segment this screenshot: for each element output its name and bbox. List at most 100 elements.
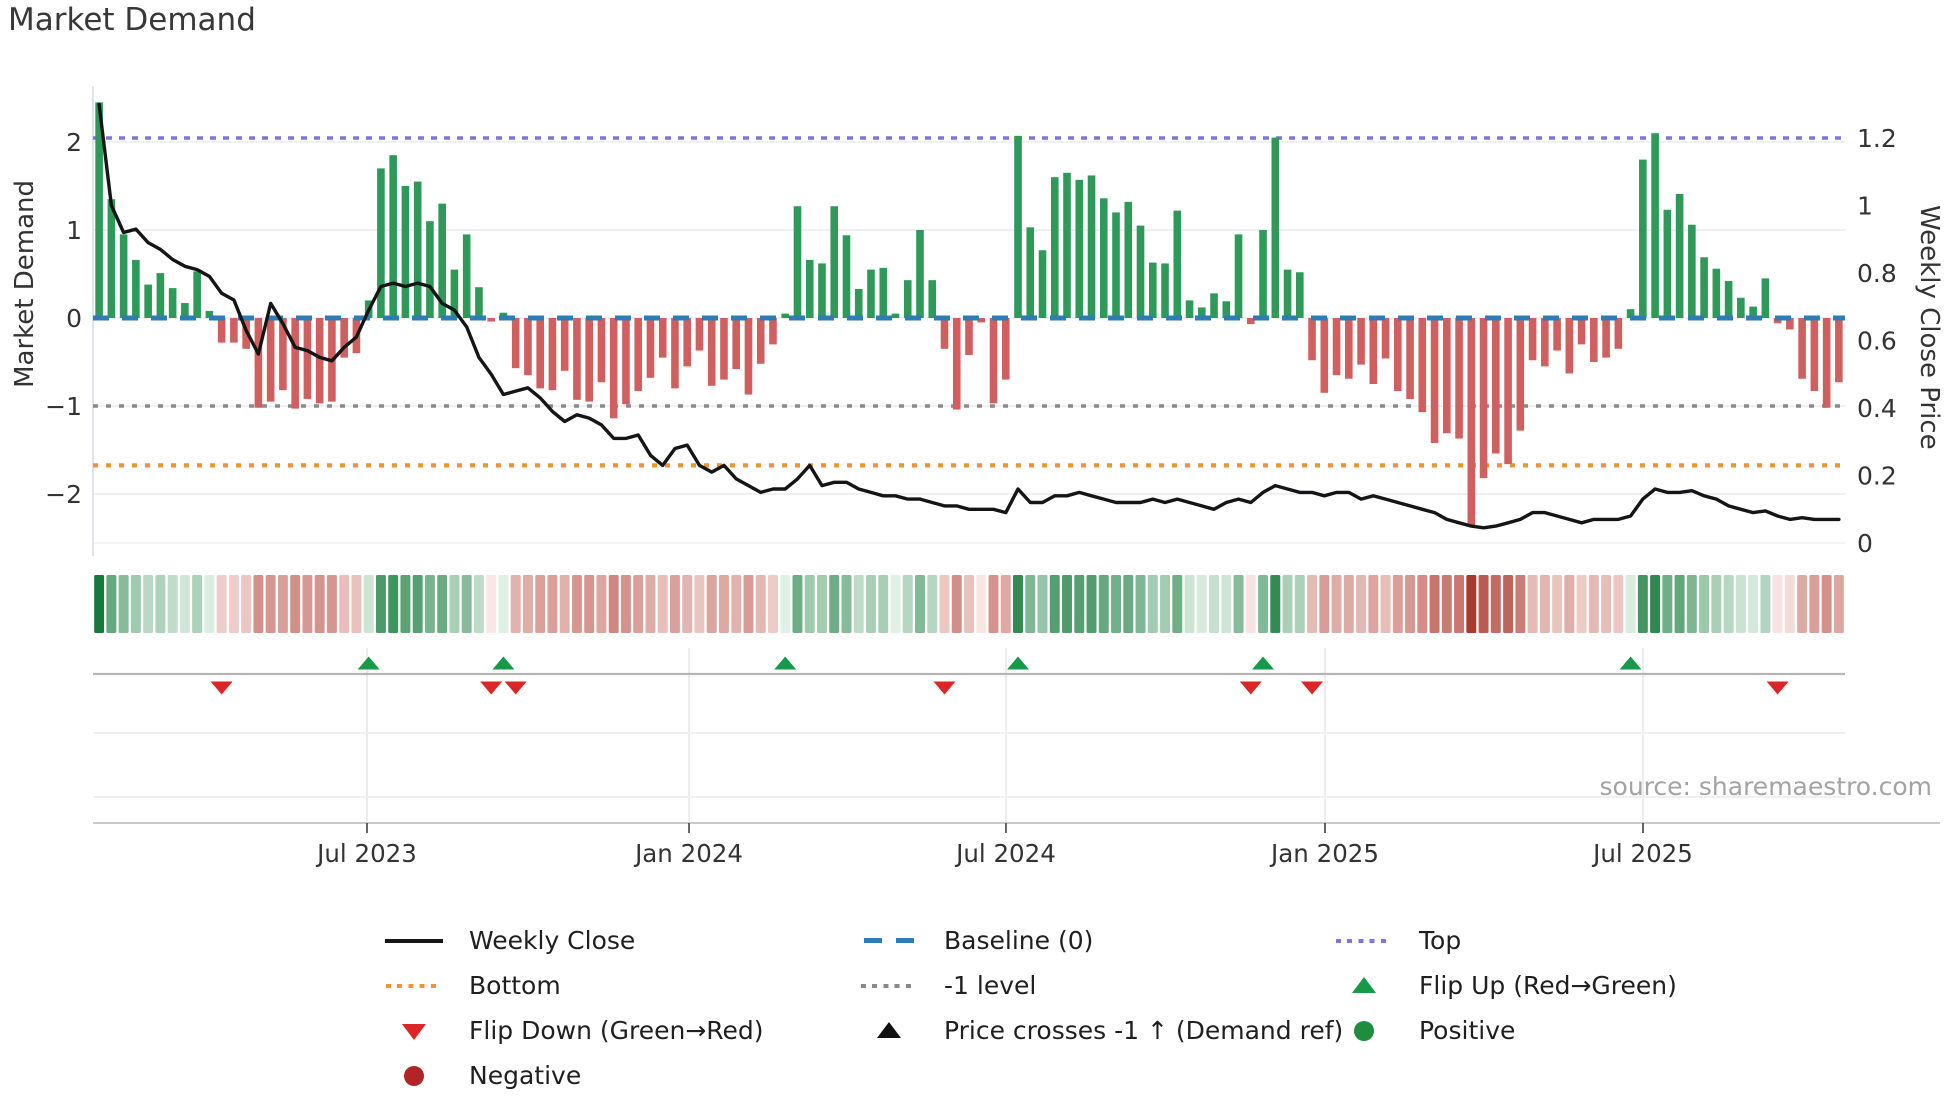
demand-bar-negative: [658, 318, 667, 358]
demand-bar-negative: [952, 318, 961, 410]
demand-bar-positive: [879, 267, 888, 318]
demand-bar-negative: [1357, 318, 1365, 365]
demand-bar-negative: [707, 318, 716, 386]
legend-label: Positive: [1419, 1016, 1516, 1045]
strip-cell: [1233, 575, 1244, 633]
strip-cell: [1466, 575, 1477, 633]
demand-bar-positive: [830, 206, 839, 318]
demand-bar-positive: [413, 181, 422, 318]
demand-bar-negative: [989, 318, 998, 404]
demand-bar-negative: [1492, 318, 1500, 454]
demand-bar-positive: [1712, 268, 1721, 318]
strip-cell: [1809, 575, 1820, 633]
strip-cell: [1686, 575, 1697, 633]
strip-cell: [1196, 575, 1207, 633]
strip-cell: [1123, 575, 1134, 633]
demand-bar-negative: [622, 318, 630, 405]
demand-bar-positive: [450, 269, 459, 318]
demand-bar-positive: [475, 287, 483, 318]
demand-bar-negative: [1455, 318, 1463, 439]
price-cross-triangle-icon: [860, 1016, 918, 1046]
strip-cell: [767, 575, 778, 633]
demand-bar-negative: [756, 318, 765, 364]
demand-bar-negative: [1798, 318, 1806, 379]
legend-item-top: Top: [1335, 918, 1810, 963]
demand-bar-negative: [1418, 318, 1427, 413]
strip-cell: [1454, 575, 1465, 633]
strip-cell: [1797, 575, 1808, 633]
demand-bar-positive: [1112, 212, 1120, 318]
demand-bar-negative: [1320, 318, 1329, 393]
minus1-dots-swatch: [860, 971, 918, 1001]
chart-title: Market Demand: [8, 2, 256, 38]
strip-cell: [1331, 575, 1342, 633]
demand-bar-positive: [1014, 135, 1022, 318]
demand-bar-positive: [205, 310, 214, 318]
demand-bar-negative: [744, 318, 753, 395]
demand-bar-negative: [695, 318, 704, 351]
demand-bar-positive: [426, 221, 434, 318]
strip-cell: [927, 575, 938, 633]
strip-cell: [1209, 575, 1220, 633]
flip-up-marker: [1619, 656, 1642, 670]
demand-bar-negative: [511, 318, 520, 369]
strip-cell: [1601, 575, 1612, 633]
strip-cell: [1441, 575, 1452, 633]
x-tick-label: Jul 2025: [1591, 839, 1693, 868]
demand-bar-negative: [536, 318, 544, 389]
strip-cell: [1699, 575, 1710, 633]
strip-cell: [473, 575, 484, 633]
legend-item-price-crosses: Price crosses -1 ↑ (Demand ref): [860, 1008, 1343, 1053]
demand-bar-positive: [1761, 278, 1770, 318]
strip-cell: [1392, 575, 1403, 633]
legend-item-flip-down: Flip Down (Green→Red): [385, 1008, 860, 1053]
flip-down-marker: [1239, 681, 1262, 695]
legend-label: Baseline (0): [944, 926, 1094, 955]
strip-cell: [731, 575, 742, 633]
strip-cell: [375, 575, 386, 633]
strip-cell: [1062, 575, 1072, 633]
left-tick-label: 1: [66, 216, 82, 245]
strip-cell: [1049, 575, 1060, 633]
demand-bar-negative: [315, 318, 324, 404]
right-tick-label: 0.8: [1857, 259, 1897, 288]
right-tick-label: 0.4: [1857, 394, 1897, 423]
demand-bar-positive: [793, 206, 802, 318]
strip-cell: [1270, 575, 1281, 633]
legend-item-weekly-close: Weekly Close: [385, 918, 860, 963]
strip-cell: [326, 575, 337, 633]
strip-cell: [498, 575, 509, 633]
strip-cell: [204, 575, 215, 633]
strip-cell: [1674, 575, 1685, 633]
strip-cell: [1013, 575, 1023, 633]
demand-bar-positive: [181, 303, 189, 318]
x-tick-label: Jul 2023: [315, 839, 417, 868]
demand-bar-positive: [1026, 227, 1035, 318]
strip-cell: [866, 575, 876, 633]
flip-down-marker: [504, 681, 527, 695]
strip-cell: [645, 575, 656, 633]
strip-cell: [363, 575, 374, 633]
strip-cell: [682, 575, 693, 633]
demand-bar-positive: [144, 284, 152, 318]
price-line: [97, 102, 1841, 530]
demand-bar-negative: [1394, 318, 1402, 392]
strip-cell: [718, 575, 729, 633]
demand-bar-positive: [389, 155, 397, 318]
demand-bar-positive: [1197, 307, 1206, 318]
strip-cell: [228, 575, 239, 633]
demand-bar-negative: [1614, 318, 1623, 349]
strip-cell: [694, 575, 705, 633]
demand-bar-positive: [1295, 272, 1304, 318]
demand-bar-negative: [279, 318, 287, 391]
flip-up-marker: [357, 656, 380, 670]
strip-cell: [1319, 575, 1330, 633]
strip-cell: [1221, 575, 1232, 633]
strip-cell: [1184, 575, 1195, 633]
demand-bar-negative: [1577, 318, 1586, 345]
strip-cell: [1405, 575, 1416, 633]
demand-bar-negative: [524, 318, 532, 376]
strip-cell: [1784, 575, 1795, 633]
legend-label: Negative: [469, 1061, 582, 1090]
strip-cell: [657, 575, 668, 633]
